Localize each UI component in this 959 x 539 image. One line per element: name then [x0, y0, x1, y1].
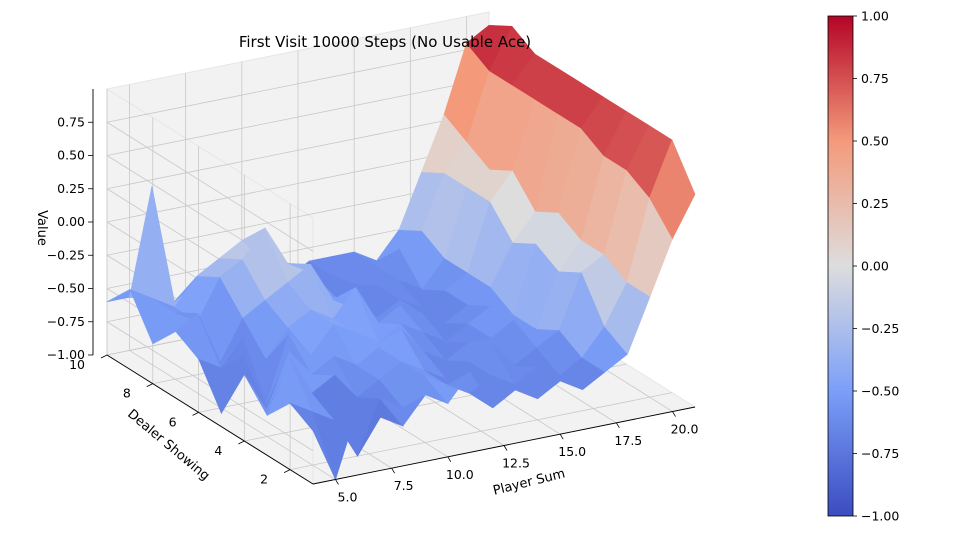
z-tick-label-4: 0.00	[57, 214, 85, 229]
grid-z-back-7	[106, 44, 490, 123]
x-tick-mark-1	[391, 467, 395, 474]
z-tick-label-3: −0.25	[47, 247, 85, 262]
y-tick-mark-4	[100, 354, 108, 359]
y-tick-mark-1	[238, 440, 245, 445]
y-tick-label-1: 4	[214, 443, 222, 458]
x-tick-label-2: 10.0	[446, 467, 474, 482]
y-tick-label-0: 2	[260, 472, 268, 487]
z-tick-label-5: 0.25	[57, 181, 85, 196]
colorbar-tick-label-7: 0.75	[861, 71, 889, 86]
surface-cell-0-16	[649, 139, 696, 240]
z-tick-label-7: 0.75	[57, 114, 85, 129]
grid-z-back-5	[106, 111, 490, 190]
colorbar-tick-label-8: 1.00	[861, 9, 889, 24]
colorbar-tick-label-1: −0.75	[861, 446, 899, 461]
x-tick-label-3: 12.5	[502, 456, 530, 471]
y-tick-label-3: 8	[123, 386, 131, 401]
x-tick-mark-5	[616, 422, 620, 429]
z-tick-label-6: 0.50	[57, 148, 85, 163]
z-tick-label-2: −0.50	[47, 281, 85, 296]
tick-labels: 5.0 7.5 10.0 12.5 15.0 17.5 20.0 2 4 6 8 10−1.00 −0.…	[47, 114, 699, 504]
z-tick-label-0: −1.00	[47, 347, 85, 362]
colorbar-tick-label-5: 0.25	[861, 196, 889, 211]
x-tick-mark-0	[335, 479, 339, 485]
x-tick-label-1: 7.5	[394, 478, 414, 493]
z-tick-label-1: −0.75	[47, 314, 85, 329]
colorbar-gradient	[827, 15, 854, 517]
colorbar-tick-label-3: −0.25	[861, 321, 899, 336]
grid-z-left-7	[106, 121, 314, 252]
y-tick-label-4: 10	[69, 357, 85, 372]
x-tick-label-6: 20.0	[671, 422, 699, 437]
x-tick-mark-4	[559, 433, 564, 440]
colorbar-ticks: −1.00 −0.75 −0.50 −0.25 0.00 0.25 0.50 0.75 1.00	[853, 9, 899, 524]
grid-y-floor-0	[290, 392, 673, 471]
x-axis-label: Player Sum	[492, 466, 567, 498]
z-axis-label: Value	[34, 210, 49, 246]
y-tick-mark-2	[192, 411, 199, 416]
colorbar-tick-label-0: −1.00	[861, 509, 899, 524]
colorbar-tick-label-4: 0.00	[861, 259, 889, 274]
y-tick-label-2: 6	[169, 414, 177, 429]
chart-title: First Visit 10000 Steps (No Usable Ace)	[239, 33, 531, 51]
colorbar-tick-label-6: 0.50	[861, 134, 889, 149]
colorbar: −1.00 −0.75 −0.50 −0.25 0.00 0.25 0.50 0.75 1.00	[827, 9, 899, 524]
y-axis-line	[106, 354, 314, 485]
colorbar-tick-label-2: −0.50	[861, 384, 899, 399]
y-tick-mark-0	[283, 469, 291, 474]
surface-mesh	[106, 24, 696, 481]
x-tick-label-4: 15.0	[558, 444, 586, 459]
x-tick-mark-3	[503, 445, 508, 451]
x-tick-mark-6	[672, 411, 676, 417]
grid-z-back-6	[106, 78, 490, 156]
grid-z-back-4	[106, 144, 490, 223]
x-tick-label-0: 5.0	[338, 489, 358, 504]
x-tick-mark-2	[447, 456, 452, 463]
grid-x-floor-0	[129, 350, 336, 480]
y-tick-mark-3	[146, 383, 153, 388]
x-tick-label-5: 17.5	[614, 433, 642, 448]
